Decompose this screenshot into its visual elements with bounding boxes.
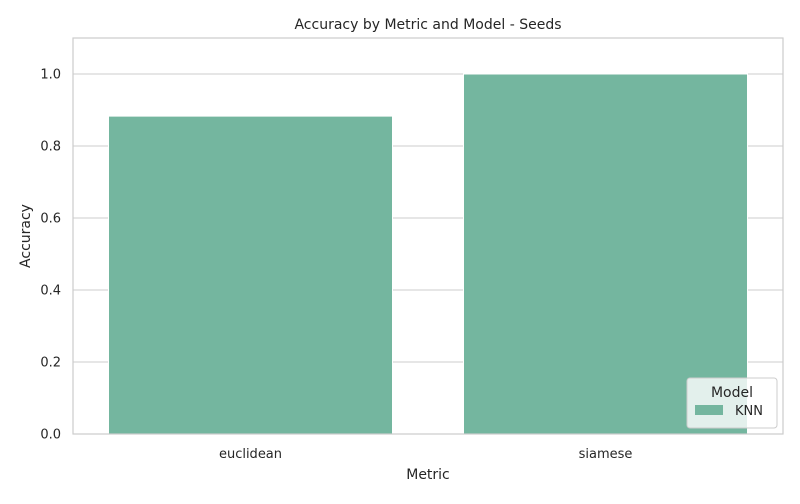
x-axis-label: Metric [406,467,450,483]
y-axis-label: Accuracy [18,204,34,268]
legend-title: Model [711,385,753,401]
y-tick-label: 0.2 [40,356,61,371]
y-tick-label: 0.8 [40,140,61,155]
bar-euclidean [109,116,393,434]
y-tick-label: 1.0 [40,68,61,83]
y-tick-label: 0.4 [40,284,61,299]
x-tick-label-siamese: siamese [579,447,633,462]
legend-swatch-knn [695,405,723,415]
y-tick-label: 0.0 [40,428,61,443]
legend-label-knn: KNN [735,404,763,419]
x-tick-labels: euclidean siamese [219,447,632,462]
y-tick-label: 0.6 [40,212,61,227]
y-tick-labels: 0.0 0.2 0.4 0.6 0.8 1.0 [40,68,61,443]
bars [109,74,748,434]
chart-title: Accuracy by Metric and Model - Seeds [294,17,561,33]
legend: Model KNN [687,378,777,428]
x-tick-label-euclidean: euclidean [219,447,282,462]
